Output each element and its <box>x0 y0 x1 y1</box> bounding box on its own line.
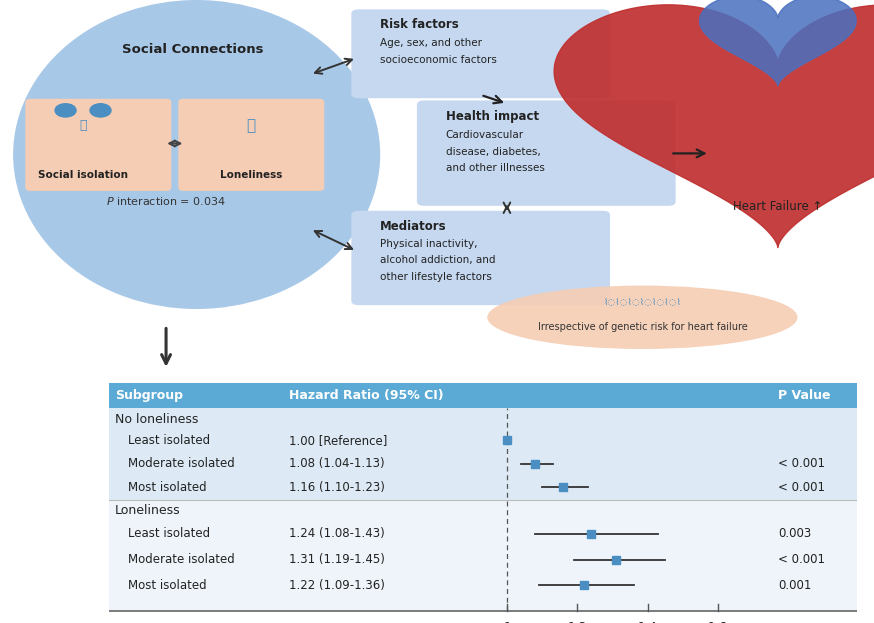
FancyBboxPatch shape <box>178 99 324 191</box>
Text: disease, diabetes,: disease, diabetes, <box>446 147 540 157</box>
Text: Least isolated: Least isolated <box>128 434 210 447</box>
Text: and other illnesses: and other illnesses <box>446 163 545 173</box>
Text: Heart Failure ↑: Heart Failure ↑ <box>733 201 822 214</box>
Text: Least isolated: Least isolated <box>128 527 210 540</box>
Text: Social isolation: Social isolation <box>38 171 128 181</box>
Text: Loneliness: Loneliness <box>219 171 282 181</box>
Text: Moderate isolated: Moderate isolated <box>128 457 235 470</box>
Text: Health impact: Health impact <box>446 110 539 123</box>
FancyBboxPatch shape <box>109 407 857 500</box>
FancyBboxPatch shape <box>351 9 610 98</box>
Text: 1.24 (1.08-1.43): 1.24 (1.08-1.43) <box>288 527 385 540</box>
Text: Loneliness: Loneliness <box>115 504 181 517</box>
Text: Most isolated: Most isolated <box>128 579 206 592</box>
Polygon shape <box>699 0 857 85</box>
Text: 1.4: 1.4 <box>638 622 657 623</box>
Ellipse shape <box>488 285 798 349</box>
Text: Irrespective of genetic risk for heart failure: Irrespective of genetic risk for heart f… <box>538 321 747 331</box>
Text: < 0.001: < 0.001 <box>778 457 825 470</box>
Circle shape <box>90 104 111 117</box>
FancyBboxPatch shape <box>417 100 676 206</box>
Text: Risk factors: Risk factors <box>380 18 459 31</box>
Text: Most isolated: Most isolated <box>128 480 206 493</box>
Polygon shape <box>554 5 874 247</box>
Text: 1.22 (1.09-1.36): 1.22 (1.09-1.36) <box>288 579 385 592</box>
Text: 1: 1 <box>503 622 511 623</box>
Text: socioeconomic factors: socioeconomic factors <box>380 55 497 65</box>
Text: Subgroup: Subgroup <box>115 389 184 402</box>
Text: $P$ interaction = 0.034: $P$ interaction = 0.034 <box>106 196 226 207</box>
FancyBboxPatch shape <box>109 383 857 407</box>
Text: No loneliness: No loneliness <box>115 413 198 426</box>
Text: Cardiovascular: Cardiovascular <box>446 130 524 140</box>
Text: 1.16 (1.10-1.23): 1.16 (1.10-1.23) <box>288 480 385 493</box>
Text: 1.2: 1.2 <box>567 622 587 623</box>
Text: 🧎: 🧎 <box>246 118 255 133</box>
Text: < 0.001: < 0.001 <box>778 553 825 566</box>
Text: Moderate isolated: Moderate isolated <box>128 553 235 566</box>
Text: ⌇◌⌇◌⌇◌⌇◌⌇◌⌇◌⌇: ⌇◌⌇◌⌇◌⌇◌⌇◌⌇◌⌇ <box>603 298 682 307</box>
Text: < 0.001: < 0.001 <box>778 480 825 493</box>
FancyBboxPatch shape <box>351 211 610 305</box>
Text: Mediators: Mediators <box>380 220 447 233</box>
Text: other lifestyle factors: other lifestyle factors <box>380 272 492 282</box>
Text: 🧍: 🧍 <box>80 120 87 132</box>
Text: Hazard Ratio (95% CI): Hazard Ratio (95% CI) <box>288 389 443 402</box>
Text: 1.00 [Reference]: 1.00 [Reference] <box>288 434 387 447</box>
Text: 1.6: 1.6 <box>708 622 727 623</box>
Text: 0.001: 0.001 <box>778 579 811 592</box>
FancyBboxPatch shape <box>109 500 857 612</box>
Text: 1.08 (1.04-1.13): 1.08 (1.04-1.13) <box>288 457 385 470</box>
Text: Physical inactivity,: Physical inactivity, <box>380 239 478 249</box>
Text: Social Connections: Social Connections <box>121 43 263 56</box>
Text: alcohol addiction, and: alcohol addiction, and <box>380 255 496 265</box>
FancyBboxPatch shape <box>25 99 171 191</box>
Circle shape <box>55 104 76 117</box>
Text: 1.31 (1.19-1.45): 1.31 (1.19-1.45) <box>288 553 385 566</box>
Ellipse shape <box>13 0 380 309</box>
Text: Age, sex, and other: Age, sex, and other <box>380 38 482 48</box>
Text: 0.003: 0.003 <box>778 527 811 540</box>
Text: P Value: P Value <box>778 389 830 402</box>
